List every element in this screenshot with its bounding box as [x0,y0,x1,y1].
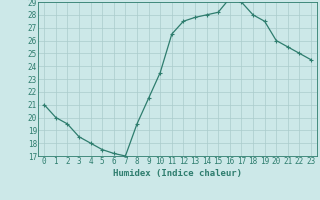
X-axis label: Humidex (Indice chaleur): Humidex (Indice chaleur) [113,169,242,178]
